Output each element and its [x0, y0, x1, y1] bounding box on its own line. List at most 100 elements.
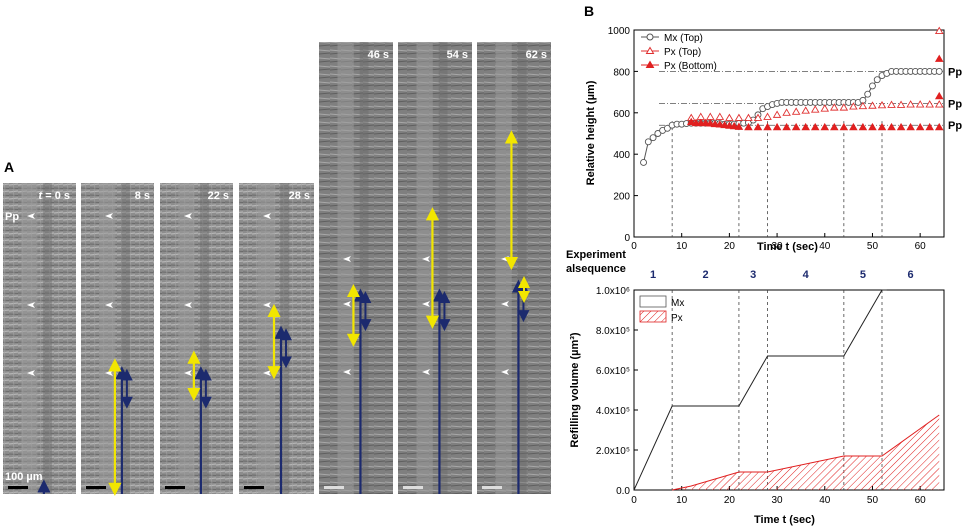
arrowhead-marker: [184, 213, 192, 219]
sequence-number: 4: [803, 269, 810, 281]
arrowhead-marker: [27, 302, 35, 308]
frame-image: [81, 183, 154, 494]
frame-0: t = 0 s Pp 100 µm: [3, 183, 76, 494]
bottom-xtick-label: 30: [772, 495, 784, 506]
point-px-top: [810, 105, 820, 113]
sequence-number: 3: [750, 269, 756, 281]
vessel-band: [438, 42, 448, 494]
point-px-top: [725, 113, 734, 121]
bottom-xtick-label: 60: [915, 495, 927, 506]
arrowhead-marker: [105, 302, 113, 308]
point-px-top: [734, 113, 744, 121]
vessel-band: [257, 183, 275, 494]
bottom-ytick-label: 8.0x10⁵: [596, 326, 630, 337]
point-px-top: [706, 112, 715, 120]
scale-bar: [244, 486, 264, 489]
right-pp-label: Pp: [948, 98, 962, 110]
vessel-band: [359, 42, 369, 494]
scale-bar: [324, 486, 344, 489]
legend-swatch-px: [639, 310, 667, 323]
point-px-bottom: [925, 122, 934, 131]
bottom-ytick-label: 1.0x10⁶: [596, 286, 630, 297]
scale-bar: [86, 486, 106, 489]
point-mx-top: [649, 134, 657, 142]
point-px-bottom: [701, 118, 710, 127]
sequence-number: 6: [908, 269, 914, 281]
microscopy-frames: t = 0 s Pp 100 µm 8 s 22 s 28 s 46 s 54 s 62 s: [3, 42, 551, 496]
legend-marker: [645, 46, 655, 54]
arrowhead-marker: [263, 213, 271, 219]
point-px-bottom: [715, 120, 725, 128]
bottom-ytick-label: 4.0x10⁵: [596, 406, 630, 417]
point-px-bottom: [772, 122, 782, 131]
top-xtick-label: 60: [915, 241, 927, 252]
point-px-top: [782, 108, 791, 116]
vessel-band: [200, 183, 209, 494]
bottom-xtick-label: 0: [631, 495, 637, 506]
point-px-top: [868, 101, 877, 109]
right-pp-label: Pp: [948, 120, 962, 132]
point-px-top: [696, 112, 706, 120]
vessel-band: [21, 183, 38, 494]
vessel-band: [178, 183, 195, 494]
point-px-top: [772, 110, 782, 118]
point-px-top: [791, 107, 801, 115]
top-xlabel: Time t (sec): [757, 241, 818, 253]
point-px-top: [934, 26, 944, 34]
point-px-top: [849, 102, 858, 110]
frame-image: [3, 183, 76, 494]
point-px-bottom: [830, 122, 839, 131]
sequence-numbers: 1 2 3 4 5 6: [650, 269, 914, 281]
experiment-label: Experiment: [566, 249, 626, 261]
vessel-band: [43, 183, 52, 494]
top-legend: Mx (Top) Px (Top) Px (Bottom): [641, 33, 717, 72]
point-px-bottom: [810, 122, 820, 131]
point-px-bottom: [782, 122, 791, 131]
mx-line: [633, 289, 887, 491]
bottom-xtick-label: 50: [867, 495, 879, 506]
point-px-bottom: [849, 122, 858, 131]
point-px-top: [744, 113, 753, 121]
sequence-number: 1: [650, 269, 656, 281]
frame-image: [319, 42, 393, 494]
point-px-top: [915, 100, 925, 108]
vessel-band: [495, 42, 512, 494]
point-px-bottom: [710, 119, 720, 128]
refilling-volume-chart: 0 10 20 30 40 50 60 0 10 20 30 40 50 60 0.0 2.0x10⁵ 4.0x…: [569, 241, 945, 526]
series-line-mx-top: [643, 70, 940, 163]
sequence-number: 2: [702, 269, 708, 281]
legend-swatch-mx: [639, 295, 667, 308]
legend-text: Mx: [671, 298, 684, 309]
bottom-xtick-label: 20: [724, 495, 736, 506]
frame-time-label: t = 0 s: [38, 190, 70, 202]
pp-label: Pp: [5, 211, 19, 223]
frame-image: [239, 183, 314, 494]
point-px-bottom: [725, 121, 734, 129]
point-px-top: [839, 103, 849, 111]
point-mx-top: [873, 76, 881, 84]
point-px-bottom: [877, 122, 887, 131]
frame-image: [160, 183, 233, 494]
point-px-top: [763, 112, 772, 120]
frame-image: [398, 42, 472, 494]
point-px-bottom: [858, 122, 868, 131]
point-px-top: [753, 113, 763, 121]
legend-text: Mx (Top): [664, 33, 703, 44]
panel-b-label: B: [584, 3, 594, 19]
top-xtick-label: 20: [724, 241, 736, 252]
arrowhead-marker: [422, 369, 430, 375]
frame-time-label: 54 s: [447, 49, 468, 61]
point-px-bottom: [887, 122, 896, 131]
px-line: [672, 414, 940, 491]
point-mx-top: [640, 159, 647, 166]
point-px-top: [877, 100, 887, 109]
legend-text: Px (Top): [664, 47, 701, 58]
point-mx-top: [864, 90, 872, 98]
vessel-band: [416, 42, 433, 494]
frame-time-label: 28 s: [289, 190, 310, 202]
scale-bar-label: 100 µm: [5, 471, 43, 483]
point-px-bottom: [906, 122, 915, 131]
vessel-band: [337, 42, 354, 494]
scale-bar: [403, 486, 423, 489]
